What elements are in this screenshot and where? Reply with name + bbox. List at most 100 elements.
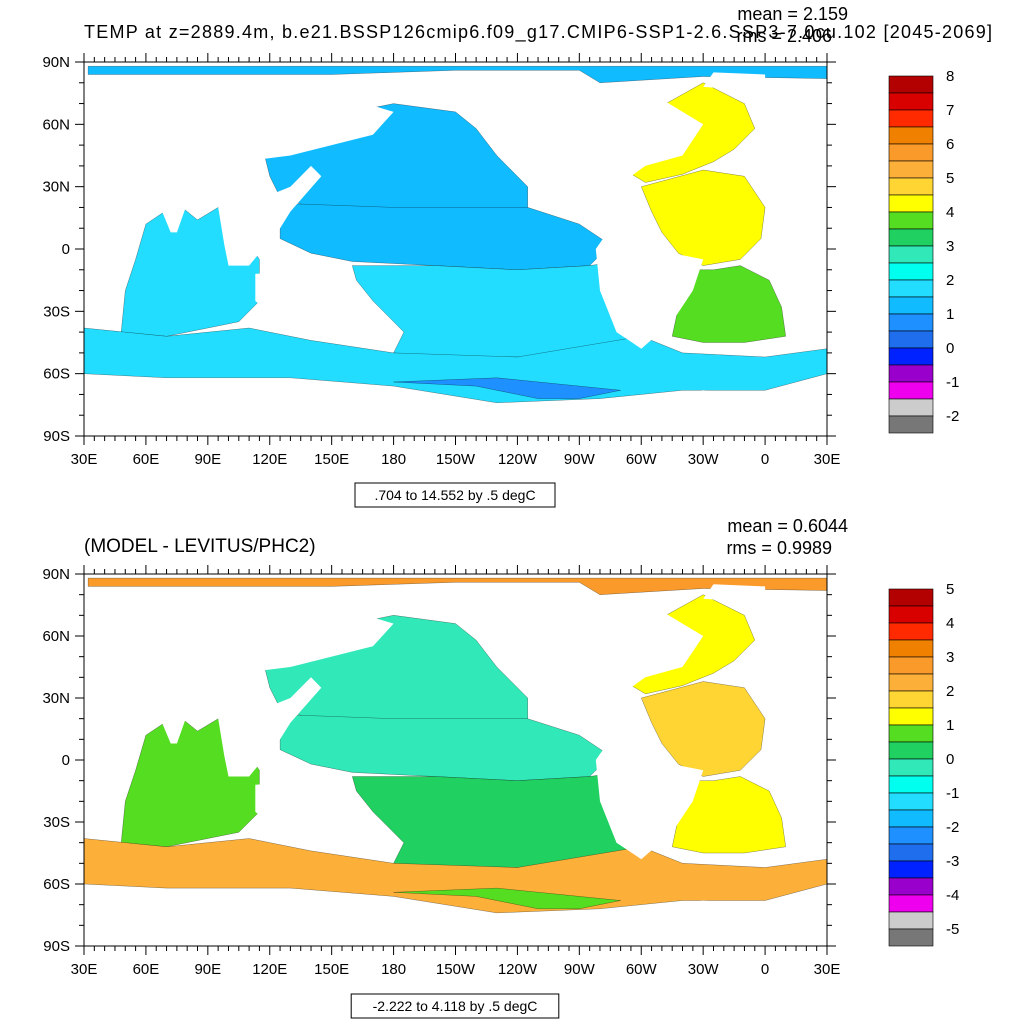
y-tick-label: 0: [62, 752, 70, 769]
y-tick-label: 30S: [43, 814, 70, 831]
colorbar-swatch: [888, 143, 934, 162]
x-tick-label: 30W: [688, 961, 720, 978]
colorbar-swatch: [888, 758, 934, 777]
colorbar-swatch: [888, 792, 934, 811]
colorbar-label: 4: [946, 204, 954, 221]
x-tick-label: 30E: [71, 451, 98, 468]
x-tick-label: 30W: [688, 451, 720, 468]
colorbar-label: 0: [946, 751, 954, 768]
ocean-region-arctic: [87, 65, 828, 84]
colorbar-swatch: [888, 826, 934, 845]
colorbar-swatch: [888, 877, 934, 896]
x-tick-label: 150E: [314, 451, 349, 468]
x-tick-label: 60E: [133, 451, 160, 468]
colorbar-swatch: [888, 415, 934, 434]
contour-range-label: .704 to 14.552 by .5 degC: [374, 487, 535, 503]
y-tick-label: 30N: [42, 690, 70, 707]
land-mask: [38, 170, 136, 322]
colorbar-label: 1: [946, 717, 954, 734]
y-tick-label: 90N: [42, 566, 70, 583]
panel-1: 30E 60E 90E 120E 150E 180 150W 120W 90W 60W 30W 0 30…: [38, 4, 992, 508]
colorbar-swatch: [888, 809, 934, 828]
stat-rms: rms = 2.406: [736, 26, 832, 46]
y-tick-label: 30N: [42, 179, 70, 196]
panel-2: 30E 60E 90E 120E 150E 180 150W 120W 90W 60W 30W 0 30…: [38, 516, 959, 1019]
colorbar-label: -4: [946, 887, 959, 904]
colorbar-label: -5: [946, 921, 959, 938]
land-mask: [38, 681, 136, 833]
colorbar-swatch: [888, 92, 934, 111]
land-mask: [218, 165, 322, 266]
y-tick-label: 90N: [42, 54, 70, 71]
colorbar-label: 6: [946, 136, 954, 153]
colorbar: 5 4 3 2 1 0 -1 -2 -3 -4 -5: [888, 581, 959, 947]
contour-range-box: .704 to 14.552 by .5 degC: [354, 482, 556, 508]
colorbar-swatch: [888, 194, 934, 213]
land-mask: [595, 739, 704, 860]
stat-mean: mean = 0.6044: [727, 516, 848, 536]
x-tick-label: 120W: [498, 451, 538, 468]
x-tick-label: 150E: [314, 961, 349, 978]
contour-range-frame: [350, 993, 560, 1019]
x-tick-label: 90W: [564, 961, 596, 978]
colorbar-swatch: [888, 656, 934, 675]
colorbar-swatch: [888, 639, 934, 658]
ocean-region-antarctic-margin: [393, 377, 621, 399]
colorbar-swatch: [888, 928, 934, 947]
colorbar-swatch: [888, 177, 934, 196]
colorbar-swatch: [888, 364, 934, 383]
colorbar-swatch: [888, 347, 934, 366]
land-mask: [255, 780, 342, 839]
ocean-region-antarctic-margin: [393, 887, 621, 909]
colorbar-swatch: [888, 313, 934, 332]
colorbar-label: -1: [946, 785, 959, 802]
x-tick-label: 180: [381, 961, 406, 978]
stat-rms: rms = 0.9989: [726, 538, 832, 558]
y-tick-label: 90S: [43, 428, 70, 445]
colorbar-label: 7: [946, 102, 954, 119]
chart-title: TEMP at z=2889.4m, b.e21.BSSP126cmip6.f0…: [84, 22, 992, 43]
colorbar-swatch: [888, 75, 934, 94]
land-mask: [595, 228, 704, 349]
colorbar-swatch: [888, 330, 934, 349]
land-mask: [393, 74, 559, 83]
y-tick-label: 60S: [43, 876, 70, 893]
colorbar-label: 2: [946, 683, 954, 700]
colorbar-swatch: [888, 673, 934, 692]
x-tick-label: 60W: [626, 961, 658, 978]
colorbar-label: -3: [946, 853, 959, 870]
colorbar-swatch: [888, 911, 934, 930]
x-tick-label: 60E: [133, 961, 160, 978]
y-tick-label: 60S: [43, 366, 70, 383]
colorbar-label: 5: [946, 581, 954, 598]
x-tick-label: 120E: [252, 961, 287, 978]
colorbar-swatch: [888, 109, 934, 128]
x-tick-label: 30E: [814, 451, 841, 468]
x-tick-label: 120E: [252, 451, 287, 468]
land-mask: [160, 190, 188, 233]
ocean-region-tropical-atlantic: [641, 681, 766, 777]
x-tick-label: 90E: [194, 451, 221, 468]
land-mask: [63, 598, 394, 678]
colorbar-swatch: [888, 707, 934, 726]
colorbar-label: -2: [946, 819, 959, 836]
colorbar-label: 1: [946, 306, 954, 323]
y-tick-label: 0: [62, 241, 70, 258]
ocean-region-arctic: [87, 577, 828, 595]
land-mask: [255, 269, 342, 328]
x-tick-label: 90W: [564, 451, 596, 468]
colorbar-label: 0: [946, 340, 954, 357]
colorbar-swatch: [888, 690, 934, 709]
contour-range-label: -2.222 to 4.118 by .5 degC: [373, 998, 538, 1014]
ocean-region-tropical-atlantic: [641, 169, 766, 266]
ocean-region-south-atlantic: [672, 776, 786, 854]
x-tick-label: 30E: [71, 961, 98, 978]
x-tick-label: 150W: [436, 451, 476, 468]
colorbar-swatch: [888, 622, 934, 641]
colorbar-swatch: [888, 262, 934, 281]
colorbar-swatch: [888, 843, 934, 862]
land-mask: [63, 86, 394, 166]
y-tick-label: 30S: [43, 303, 70, 320]
land-mask: [496, 605, 704, 729]
colorbar-label: 2: [946, 272, 954, 289]
